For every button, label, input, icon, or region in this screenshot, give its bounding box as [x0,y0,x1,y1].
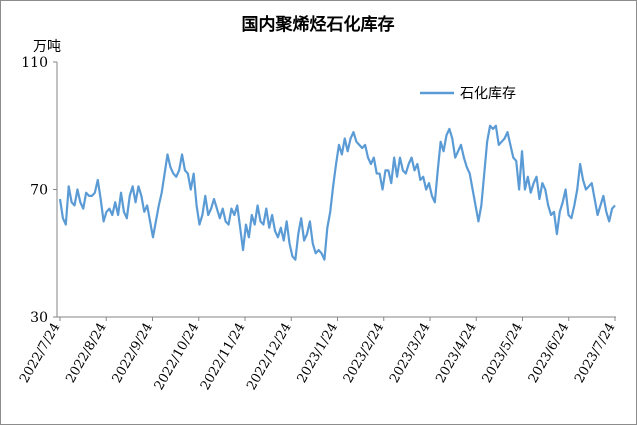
x-tick-label: 2023/7/24 [572,321,618,386]
x-tick-label: 2023/4/24 [433,321,479,386]
x-tick-label: 2022/10/24 [152,321,202,393]
y-tick-label: 110 [21,55,48,71]
x-ticks: 2022/7/24 2022/8/24 2022/9/242022/10/24202… [17,317,618,393]
legend: 石化库存 [420,86,516,102]
x-tick-label: 2022/12/24 [244,321,294,393]
series-group [58,124,616,261]
x-tick-label: 2022/7/24 [17,321,63,386]
x-tick-label: 2023/3/24 [387,321,433,386]
legend-label: 石化库存 [460,86,516,102]
chart-title: 国内聚烯烃石化库存 [242,14,395,35]
y-tick-label: 30 [30,310,48,326]
x-tick-label: 2023/6/24 [526,321,572,386]
x-tick-label: 2022/8/24 [63,321,109,386]
y-tick-label: 70 [30,183,48,199]
y-ticks: 30 70 110 [21,55,57,326]
x-tick-label: 2022/9/24 [110,321,156,386]
x-tick-label: 2022/11/24 [198,321,248,393]
y-unit-label: 万吨 [33,39,61,55]
x-tick-label: 2023/2/24 [341,321,387,386]
x-tick-label: 2023/5/24 [480,321,526,386]
x-tick-label: 2023/1/24 [295,321,341,386]
series-line [58,124,616,261]
